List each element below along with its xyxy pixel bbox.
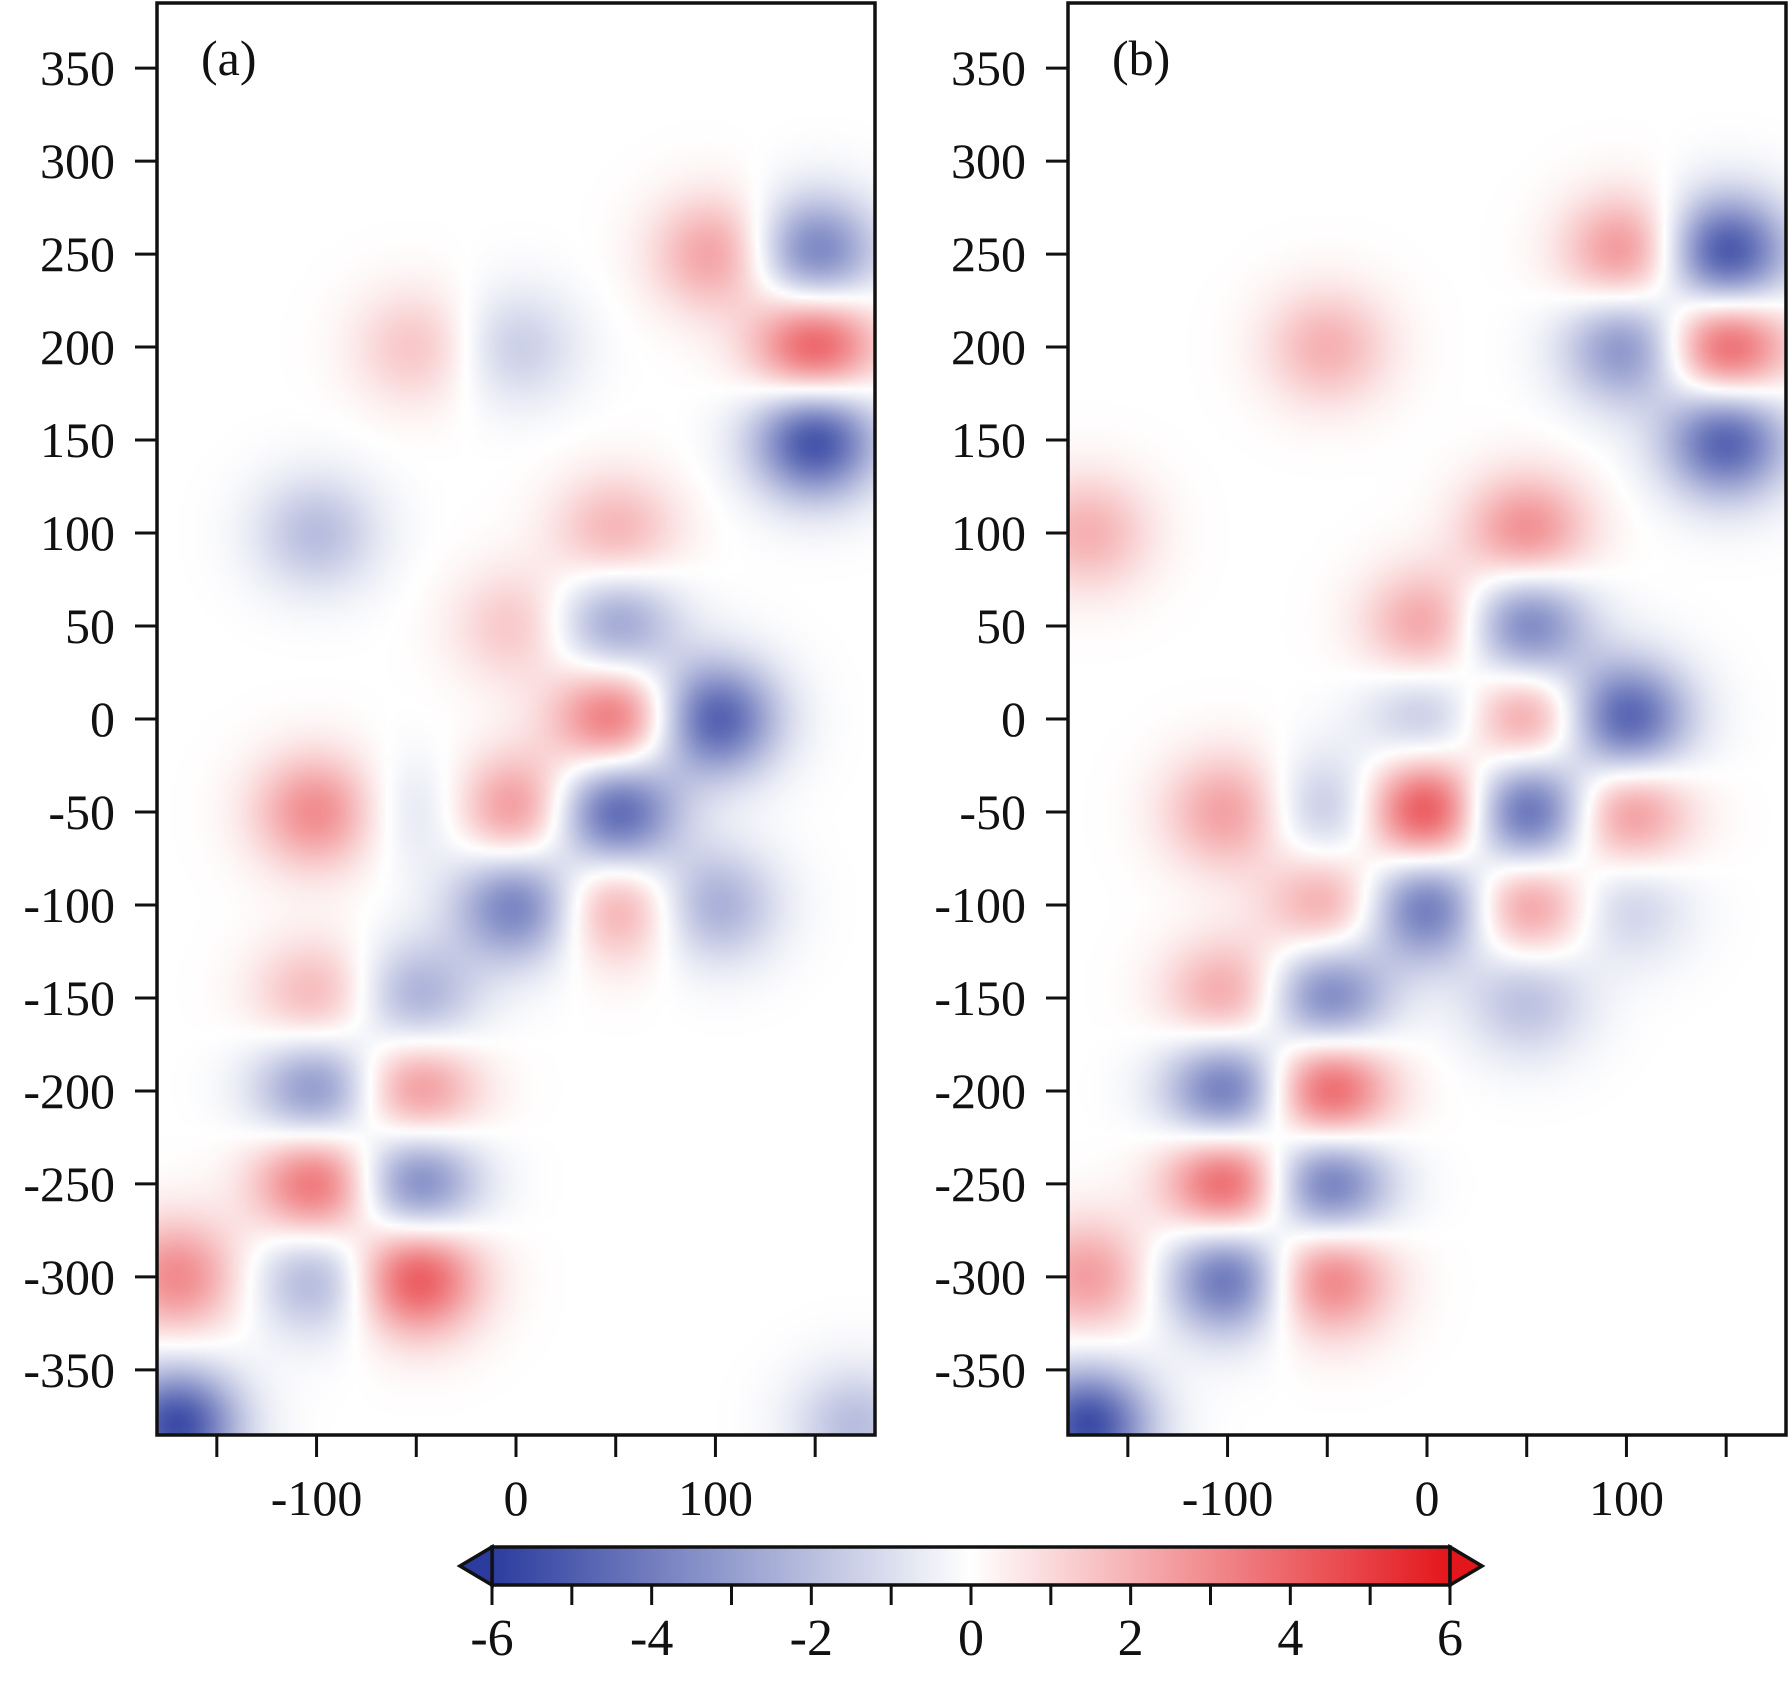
heatmap-field	[1068, 3, 1786, 1435]
y-tick-label: 0	[90, 691, 115, 747]
colorbar-tick-label: -6	[470, 1610, 513, 1667]
y-tick-label: -100	[934, 877, 1026, 933]
x-tick-label: -100	[1182, 1470, 1274, 1526]
y-tick-label: 300	[40, 133, 115, 189]
y-tick-label: 0	[1001, 691, 1026, 747]
colorbar-tick-label: 6	[1437, 1610, 1463, 1667]
panel-a: (a) 350 300 250 200 150 100 50 0 -50 -100 -150 -200 -…	[23, 1, 877, 1526]
x-tick-label: -100	[271, 1470, 363, 1526]
x-tick-label: 0	[504, 1470, 529, 1526]
y-tick-label: 300	[951, 133, 1026, 189]
y-tick-label: 250	[40, 226, 115, 282]
colorbar-body	[490, 1545, 1452, 1587]
colorbar-tick-label: 0	[958, 1610, 984, 1667]
colorbar-tick-label: 4	[1277, 1610, 1303, 1667]
colorbar-extend-min	[456, 1543, 494, 1589]
y-tick-label: 200	[951, 319, 1026, 375]
y-tick-label: -150	[934, 970, 1026, 1026]
y-tick-label: -250	[23, 1156, 115, 1212]
y-tick-label: -50	[959, 784, 1026, 840]
y-tick-label: 150	[40, 412, 115, 468]
colorbar-extend-max	[1448, 1543, 1486, 1589]
y-tick-label: 50	[976, 598, 1026, 654]
colorbar-tick-label: -4	[630, 1610, 673, 1667]
y-tick-label: -300	[23, 1249, 115, 1305]
y-tick-label: 350	[40, 40, 115, 96]
colorbar-tick-label: -2	[790, 1610, 833, 1667]
colorbar: -6 -4 -2 0 2 4 6	[456, 1543, 1486, 1667]
x-tick-label: 0	[1415, 1470, 1440, 1526]
y-tick-label: -300	[934, 1249, 1026, 1305]
x-tick-label: 100	[1589, 1470, 1664, 1526]
y-tick-label: -100	[23, 877, 115, 933]
y-tick-label: -50	[48, 784, 115, 840]
colorbar-tick-label: 2	[1118, 1610, 1144, 1667]
panel-b: (b) 350 300 250 200 150 100 50 0 -50 -100 -150 -200 -…	[934, 1, 1788, 1526]
y-tick-label: -200	[934, 1063, 1026, 1119]
y-tick-label: -200	[23, 1063, 115, 1119]
y-tick-label: -350	[23, 1342, 115, 1398]
y-tick-label: 150	[951, 412, 1026, 468]
heatmap-field	[157, 3, 875, 1435]
panel-label: (a)	[201, 30, 257, 86]
x-tick-label: 100	[678, 1470, 753, 1526]
y-tick-label: 200	[40, 319, 115, 375]
y-tick-label: -150	[23, 970, 115, 1026]
y-tick-label: -350	[934, 1342, 1026, 1398]
y-tick-label: -250	[934, 1156, 1026, 1212]
panel-label: (b)	[1112, 30, 1170, 86]
y-tick-label: 100	[951, 505, 1026, 561]
y-tick-label: 50	[65, 598, 115, 654]
y-tick-label: 250	[951, 226, 1026, 282]
y-tick-label: 100	[40, 505, 115, 561]
y-tick-label: 350	[951, 40, 1026, 96]
